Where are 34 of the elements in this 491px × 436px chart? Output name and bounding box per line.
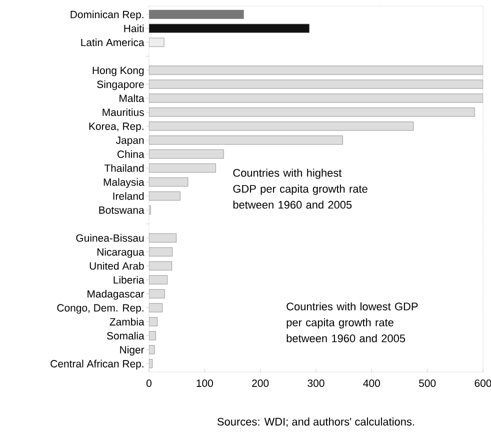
x-tick-label: 400 <box>363 380 380 387</box>
x-tick-label: 600 <box>474 380 491 387</box>
y-tick-label: Ireland <box>113 192 144 200</box>
y-tick-label: United Arab <box>90 262 144 270</box>
y-tick-label: Congo, Dem. Rep. <box>57 304 144 314</box>
annotation: Countries with lowest GDP per capita growth rate between 1960 and 2005 <box>286 302 418 342</box>
y-tick-label: Madagascar <box>88 290 144 300</box>
y-tick-label: Nicaragua <box>97 248 144 258</box>
y-tick-label: Thailand <box>104 164 144 172</box>
x-tick-label: 100 <box>196 380 213 387</box>
y-tick-label: Korea, Rep. <box>89 122 144 132</box>
y-tick-label: Guinea-Bissau <box>76 234 144 242</box>
x-tick-label: 0 <box>146 380 152 387</box>
y-tick-label: Haiti <box>124 24 144 32</box>
y-tick-label: Central African Rep. <box>50 360 144 370</box>
y-tick-label: China <box>118 150 144 158</box>
x-tick-label: 200 <box>252 380 269 387</box>
y-tick-label: Dominican Rep. <box>70 10 144 20</box>
y-tick-label: Zambia <box>110 318 144 326</box>
y-tick-label: Mauritius <box>102 108 144 116</box>
source-note: Sources: WDI; and authors' calculations. <box>217 418 414 427</box>
y-tick-label: Malaysia <box>104 178 144 188</box>
y-tick-label: Botswana <box>99 206 144 214</box>
y-tick-label: Japan <box>116 136 144 146</box>
y-tick-label: Hong Kong <box>92 66 144 76</box>
y-tick-label: Liberia <box>114 276 144 284</box>
y-tick-label: Niger <box>120 346 144 356</box>
x-tick-label: 500 <box>419 380 436 387</box>
y-tick-label: Somalia <box>106 332 144 340</box>
y-tick-label: Malta <box>120 94 144 102</box>
y-tick-label: Singapore <box>97 80 144 90</box>
x-tick-label: 300 <box>308 380 324 387</box>
y-tick-label: Latin America <box>81 38 144 46</box>
annotation: Countries with highest GDP per capita growth rate between 1960 and 2005 <box>233 168 368 209</box>
